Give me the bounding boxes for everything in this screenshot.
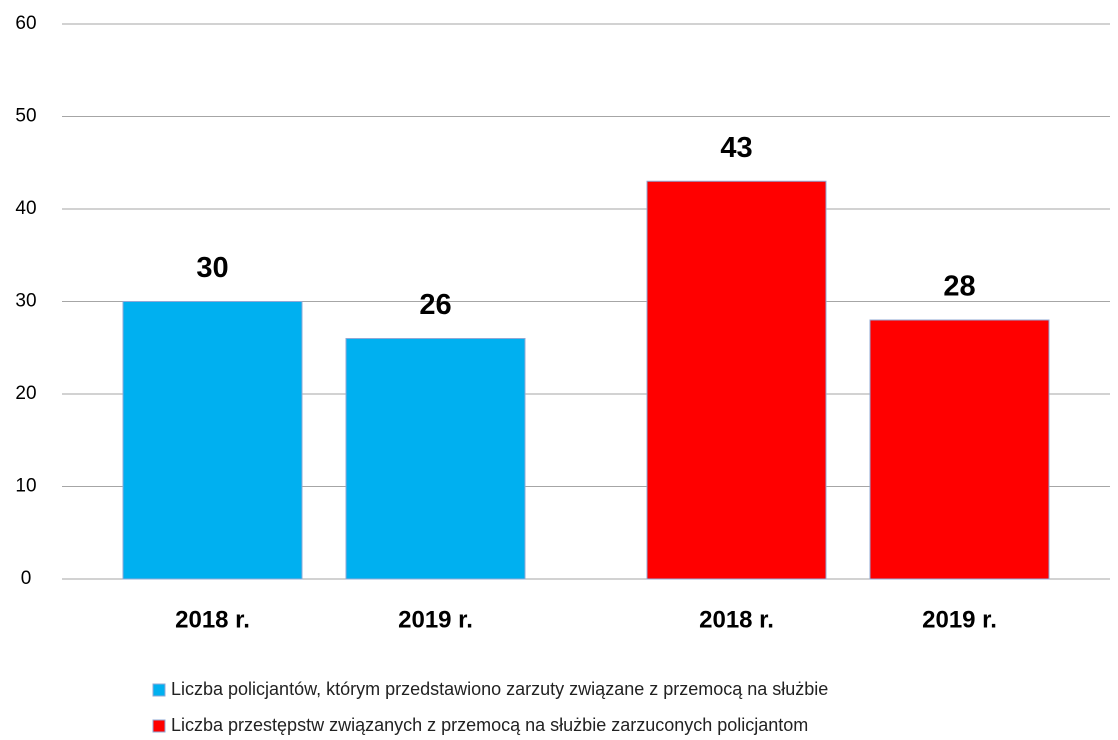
bar [869, 319, 1050, 580]
value-label: 26 [419, 289, 451, 321]
y-tick-label: 10 [15, 476, 36, 497]
legend-swatch [152, 719, 166, 733]
y-tick-label: 30 [15, 291, 36, 312]
value-label: 30 [196, 252, 228, 284]
x-tick-label: 2019 r. [398, 606, 473, 633]
bar [345, 338, 526, 580]
legend-label: Liczba policjantów, którym przedstawiono… [171, 679, 828, 699]
x-tick-label: 2018 r. [175, 606, 250, 633]
y-tick-label: 20 [15, 383, 36, 404]
legend-label: Liczba przestępstw związanych z przemocą… [171, 715, 808, 735]
y-tick-label: 40 [15, 198, 36, 219]
bar [646, 180, 827, 580]
legend-swatch [152, 683, 166, 697]
value-label: 28 [943, 271, 975, 303]
y-tick-label: 50 [15, 106, 36, 127]
y-tick-label: 0 [21, 568, 32, 589]
x-tick-label: 2018 r. [699, 606, 774, 633]
x-tick-label: 2019 r. [922, 606, 997, 633]
value-label: 43 [720, 132, 752, 164]
y-tick-label: 60 [15, 13, 36, 34]
bar [122, 301, 303, 580]
